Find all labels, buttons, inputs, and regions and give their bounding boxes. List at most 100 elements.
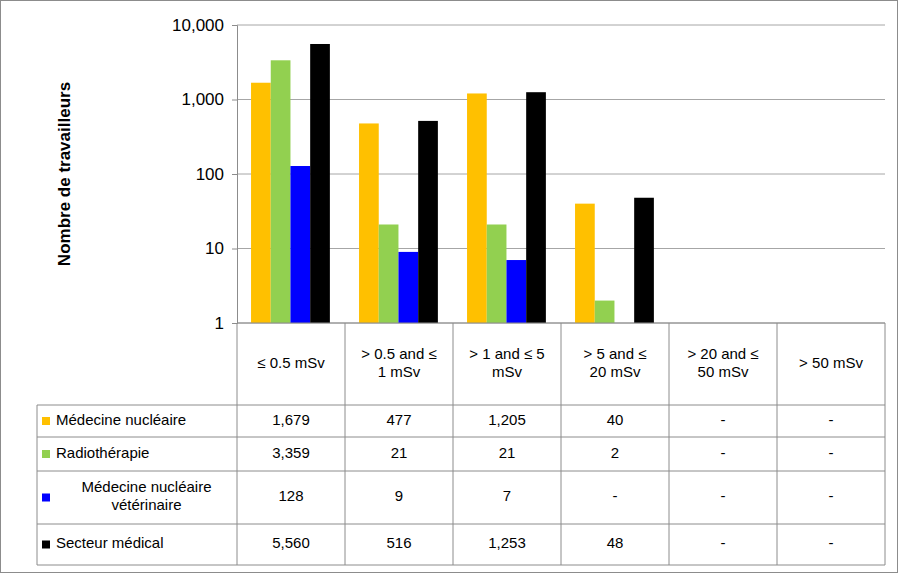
- legend-swatch: [42, 450, 50, 458]
- table-line: [37, 565, 885, 566]
- bar: [418, 121, 438, 323]
- tick: 100: [196, 165, 237, 184]
- table-value: 3,359: [272, 444, 310, 461]
- bar: [467, 93, 487, 323]
- legend-swatch: [42, 541, 50, 549]
- axis-title: Nombre de travailleurs: [55, 82, 74, 266]
- table-value: 516: [386, 534, 411, 551]
- table-line: [669, 323, 670, 565]
- table-value: -: [829, 487, 834, 504]
- table-line: [37, 405, 38, 565]
- legend-label: Radiothérapie: [56, 444, 149, 461]
- text-line: > 1 and ≤ 5: [469, 345, 544, 362]
- bar: [506, 260, 526, 323]
- text-line: Médecine nucléaire: [81, 478, 211, 495]
- table-line: [37, 471, 885, 472]
- table-line: [237, 323, 238, 565]
- table-line: [885, 323, 886, 565]
- bar: [271, 60, 291, 323]
- table-value: 9: [395, 487, 403, 504]
- table-value: 5,560: [272, 534, 310, 551]
- text-line: Radiothérapie: [56, 444, 149, 461]
- text-line: ≤ 0.5 mSv: [257, 354, 325, 371]
- table-value: -: [721, 534, 726, 551]
- text-line: mSv: [492, 363, 523, 380]
- text-line: > 0.5 and ≤: [361, 345, 436, 362]
- category-label: > 1 and ≤ 5mSv: [469, 345, 544, 380]
- bars: [251, 44, 654, 323]
- bar: [290, 166, 310, 323]
- tick: 1: [215, 314, 237, 333]
- legend-label: Secteur médical: [56, 534, 164, 551]
- text-line: > 20 and ≤: [687, 345, 758, 362]
- table-value: 2: [611, 444, 619, 461]
- table-line: [453, 323, 454, 565]
- category-label: > 5 and ≤20 mSv: [584, 345, 647, 380]
- table-value: -: [721, 444, 726, 461]
- tick-label: 1: [215, 314, 224, 333]
- tick-label: 1,000: [181, 90, 224, 109]
- table-value: 1,253: [488, 534, 526, 551]
- grid-line: [237, 25, 885, 26]
- text-line: 20 mSv: [590, 363, 641, 380]
- bar: [398, 252, 418, 323]
- table-lines: [37, 323, 885, 565]
- table-value: -: [829, 444, 834, 461]
- bar: [379, 224, 399, 323]
- bar: [595, 301, 615, 323]
- table-value: 21: [499, 444, 516, 461]
- text-line: > 50 mSv: [799, 354, 863, 371]
- bar: [575, 204, 595, 323]
- bar: [634, 198, 654, 323]
- table-line: [561, 323, 562, 565]
- table-line: [345, 323, 346, 565]
- bar: [487, 224, 507, 323]
- tick-mark: [232, 100, 237, 101]
- category-label: > 0.5 and ≤1 mSv: [361, 345, 436, 380]
- table-line: [37, 405, 885, 406]
- legend-swatch: [42, 417, 50, 425]
- text-line: > 5 and ≤: [584, 345, 647, 362]
- tick: 1,000: [181, 90, 237, 109]
- grid-line: [237, 248, 885, 249]
- grid-line: [237, 174, 885, 175]
- category-label: > 20 and ≤50 mSv: [687, 345, 758, 380]
- tick-mark: [232, 323, 237, 324]
- table-value: -: [721, 487, 726, 504]
- table-value: 7: [503, 487, 511, 504]
- tick-mark: [232, 25, 237, 26]
- category-label: > 50 mSv: [799, 354, 863, 371]
- table-value: -: [721, 411, 726, 428]
- table-value: -: [613, 487, 618, 504]
- text-line: Secteur médical: [56, 534, 164, 551]
- legend-label: Médecine nucléairevétérinaire: [81, 478, 211, 513]
- category-label: ≤ 0.5 mSv: [257, 354, 325, 371]
- text-line: Médecine nucléaire: [56, 411, 186, 428]
- table-value: 128: [278, 487, 303, 504]
- text-line: 1 mSv: [378, 363, 421, 380]
- chart: 1 10 100 1,000 10,000 Nombre de travailleurs ≤…: [0, 0, 898, 573]
- tick-label: 10,000: [172, 16, 224, 35]
- table-line: [37, 437, 885, 438]
- chart-border: [1, 1, 898, 573]
- legend-label: Médecine nucléaire: [56, 411, 186, 428]
- y-axis: 1 10 100 1,000 10,000: [172, 16, 238, 333]
- table-value: -: [829, 534, 834, 551]
- bar: [310, 44, 330, 323]
- bar: [526, 92, 546, 323]
- legend-swatch: [42, 494, 50, 502]
- tick: 10,000: [172, 16, 237, 35]
- bar: [251, 83, 271, 323]
- text-line: 50 mSv: [698, 363, 749, 380]
- tick-label: 100: [196, 165, 224, 184]
- axis-line: [232, 26, 238, 324]
- bar: [359, 123, 379, 323]
- tick-label: 10: [205, 239, 224, 258]
- grid: [237, 25, 885, 323]
- table: ≤ 0.5 mSv> 0.5 and ≤1 mSv> 1 and ≤ 5mSv>…: [42, 345, 863, 552]
- table-value: 21: [391, 444, 408, 461]
- table-value: -: [829, 411, 834, 428]
- table-value: 40: [607, 411, 624, 428]
- table-value: 48: [607, 534, 624, 551]
- grid-line: [237, 99, 885, 100]
